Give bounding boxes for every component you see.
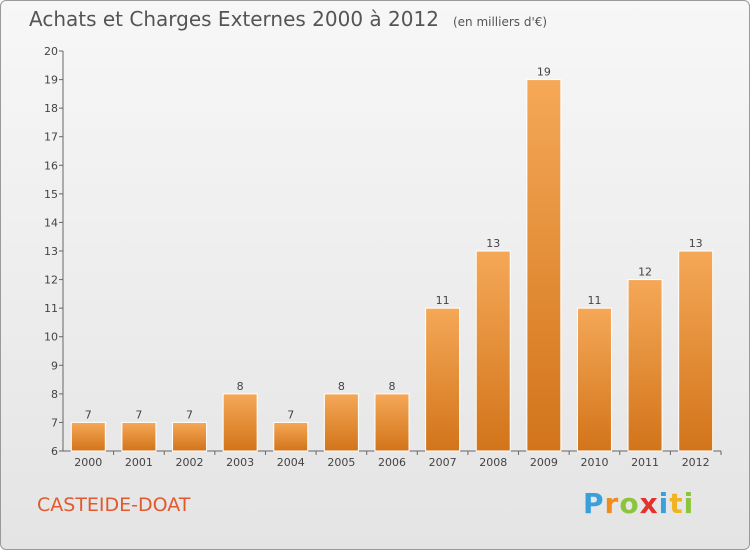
x-tick-label: 2012 [682, 456, 710, 469]
x-tick-label: 2004 [277, 456, 305, 469]
bar [273, 421, 309, 452]
bar [576, 307, 612, 452]
y-tick-label: 19 [44, 74, 58, 87]
y-tick-label: 11 [44, 302, 58, 315]
x-tick-label: 2000 [74, 456, 102, 469]
x-tick-label: 2011 [631, 456, 659, 469]
data-label: 8 [338, 380, 345, 393]
title-text: Achats et Charges Externes 2000 à 2012 [29, 7, 439, 31]
unit-subtitle: (en milliers d'€) [452, 15, 548, 29]
bar [374, 393, 410, 452]
x-tick-label: 2001 [125, 456, 153, 469]
chart-title: Achats et Charges Externes 2000 à 2012 (e… [29, 7, 547, 31]
y-tick-label: 9 [51, 359, 58, 372]
bar [526, 79, 562, 452]
y-tick-label: 12 [44, 274, 58, 287]
bar [627, 279, 663, 452]
bar [323, 393, 359, 452]
data-label: 8 [389, 380, 396, 393]
data-label: 11 [436, 294, 450, 307]
x-tick-label: 2005 [327, 456, 355, 469]
logo-letter: t [669, 487, 684, 520]
data-label: 13 [486, 237, 500, 250]
y-tick-label: 8 [51, 388, 58, 401]
data-label: 13 [689, 237, 703, 250]
bar [70, 421, 106, 452]
logo-letter: r [604, 487, 620, 520]
x-tick-label: 2006 [378, 456, 406, 469]
x-tick-label: 2003 [226, 456, 254, 469]
y-tick-label: 14 [44, 216, 58, 229]
bar [222, 393, 258, 452]
logo-letter: i [658, 487, 670, 520]
y-tick-label: 7 [51, 416, 58, 429]
commune-name: CASTEIDE-DOAT [37, 494, 191, 516]
logo-letter: o [619, 487, 640, 520]
bar [172, 421, 208, 452]
bar [678, 250, 714, 452]
data-label: 7 [287, 408, 294, 421]
bar [425, 307, 461, 452]
bar [121, 421, 157, 452]
y-tick-label: 16 [44, 159, 58, 172]
data-label: 7 [85, 408, 92, 421]
y-tick-label: 10 [44, 331, 58, 344]
x-tick-label: 2002 [176, 456, 204, 469]
bar [475, 250, 511, 452]
data-label: 7 [186, 408, 193, 421]
logo-letter: i [683, 487, 695, 520]
data-label: 12 [638, 266, 652, 279]
y-tick-label: 6 [51, 445, 58, 458]
y-tick-label: 20 [44, 45, 58, 58]
data-label: 19 [537, 66, 551, 79]
x-tick-label: 2008 [479, 456, 507, 469]
x-tick-label: 2009 [530, 456, 558, 469]
data-label: 7 [135, 408, 142, 421]
logo-letter: P [583, 487, 605, 520]
data-label: 11 [587, 294, 601, 307]
y-tick-label: 17 [44, 131, 58, 144]
proxiti-logo: Proxiti [583, 487, 694, 520]
y-tick-label: 15 [44, 188, 58, 201]
x-tick-label: 2007 [429, 456, 457, 469]
y-tick-label: 13 [44, 245, 58, 258]
logo-letter: x [639, 487, 659, 520]
data-label: 8 [237, 380, 244, 393]
x-tick-label: 2010 [580, 456, 608, 469]
y-tick-label: 18 [44, 102, 58, 115]
